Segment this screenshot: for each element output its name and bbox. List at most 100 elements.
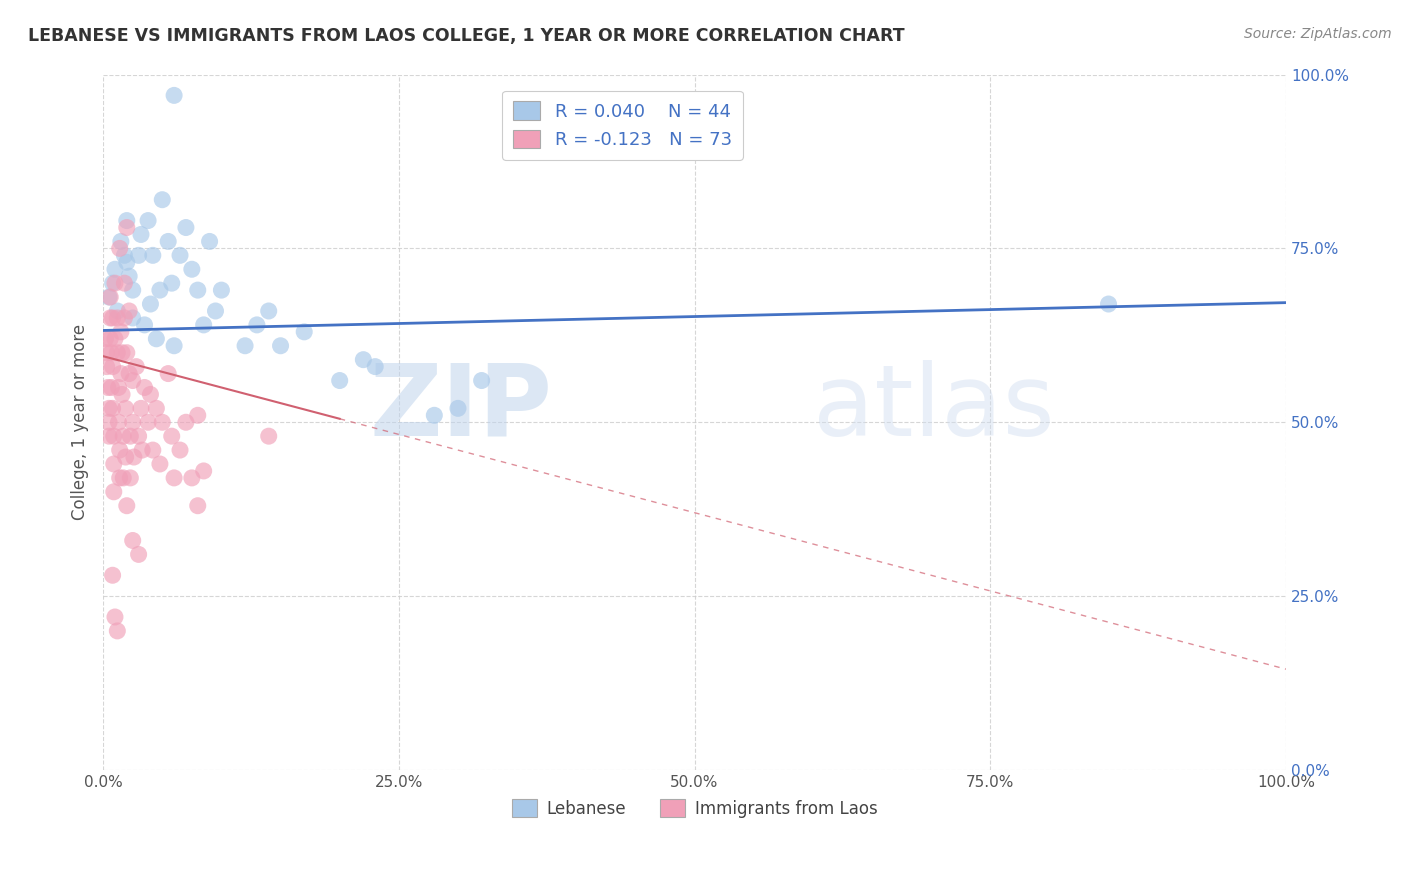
- Point: [131, 443, 153, 458]
- Point: [121, 415, 143, 429]
- Point: [193, 464, 215, 478]
- Point: [98, 310, 121, 325]
- Point: [352, 352, 374, 367]
- Point: [246, 318, 269, 332]
- Point: [193, 318, 215, 332]
- Point: [96, 345, 118, 359]
- Point: [101, 568, 124, 582]
- Point: [121, 283, 143, 297]
- Point: [114, 401, 136, 416]
- Point: [139, 297, 162, 311]
- Point: [150, 193, 173, 207]
- Point: [115, 255, 138, 269]
- Point: [118, 269, 141, 284]
- Point: [292, 325, 315, 339]
- Point: [120, 429, 142, 443]
- Point: [110, 367, 132, 381]
- Point: [180, 471, 202, 485]
- Point: [157, 367, 180, 381]
- Text: Source: ZipAtlas.com: Source: ZipAtlas.com: [1244, 27, 1392, 41]
- Point: [94, 332, 117, 346]
- Point: [101, 276, 124, 290]
- Point: [471, 374, 494, 388]
- Point: [98, 415, 121, 429]
- Point: [110, 325, 132, 339]
- Point: [98, 290, 121, 304]
- Point: [111, 387, 134, 401]
- Point: [136, 213, 159, 227]
- Point: [118, 304, 141, 318]
- Point: [364, 359, 387, 374]
- Point: [257, 304, 280, 318]
- Point: [174, 415, 197, 429]
- Text: LEBANESE VS IMMIGRANTS FROM LAOS COLLEGE, 1 YEAR OR MORE CORRELATION CHART: LEBANESE VS IMMIGRANTS FROM LAOS COLLEGE…: [28, 27, 904, 45]
- Point: [136, 415, 159, 429]
- Point: [96, 359, 118, 374]
- Point: [128, 429, 150, 443]
- Point: [115, 220, 138, 235]
- Point: [120, 471, 142, 485]
- Point: [98, 290, 121, 304]
- Point: [118, 367, 141, 381]
- Point: [128, 548, 150, 562]
- Point: [160, 276, 183, 290]
- Point: [145, 332, 167, 346]
- Point: [1097, 297, 1119, 311]
- Point: [157, 235, 180, 249]
- Point: [447, 401, 470, 416]
- Point: [121, 533, 143, 548]
- Point: [134, 380, 156, 394]
- Point: [105, 345, 128, 359]
- Point: [139, 387, 162, 401]
- Point: [98, 401, 121, 416]
- Point: [187, 499, 209, 513]
- Point: [108, 471, 131, 485]
- Point: [187, 283, 209, 297]
- Point: [105, 310, 128, 325]
- Point: [187, 409, 209, 423]
- Point: [105, 304, 128, 318]
- Point: [270, 339, 292, 353]
- Point: [104, 332, 127, 346]
- Text: ZIP: ZIP: [370, 359, 553, 457]
- Point: [101, 359, 124, 374]
- Point: [134, 318, 156, 332]
- Point: [163, 471, 186, 485]
- Point: [105, 624, 128, 638]
- Point: [169, 443, 191, 458]
- Point: [169, 248, 191, 262]
- Point: [100, 345, 122, 359]
- Point: [107, 380, 129, 394]
- Point: [174, 220, 197, 235]
- Point: [100, 380, 122, 394]
- Point: [111, 345, 134, 359]
- Point: [150, 415, 173, 429]
- Point: [114, 450, 136, 464]
- Point: [97, 380, 120, 394]
- Point: [103, 429, 125, 443]
- Point: [233, 339, 256, 353]
- Point: [122, 450, 145, 464]
- Point: [101, 310, 124, 325]
- Point: [198, 235, 221, 249]
- Text: atlas: atlas: [813, 359, 1054, 457]
- Point: [163, 339, 186, 353]
- Point: [112, 429, 135, 443]
- Point: [129, 227, 152, 242]
- Point: [98, 332, 121, 346]
- Point: [257, 429, 280, 443]
- Point: [204, 304, 226, 318]
- Point: [163, 88, 186, 103]
- Point: [329, 374, 352, 388]
- Point: [101, 401, 124, 416]
- Point: [129, 401, 152, 416]
- Point: [423, 409, 446, 423]
- Point: [108, 443, 131, 458]
- Point: [209, 283, 232, 297]
- Point: [104, 610, 127, 624]
- Legend: Lebanese, Immigrants from Laos: Lebanese, Immigrants from Laos: [505, 793, 884, 824]
- Point: [142, 248, 165, 262]
- Point: [121, 310, 143, 325]
- Point: [108, 241, 131, 255]
- Point: [107, 415, 129, 429]
